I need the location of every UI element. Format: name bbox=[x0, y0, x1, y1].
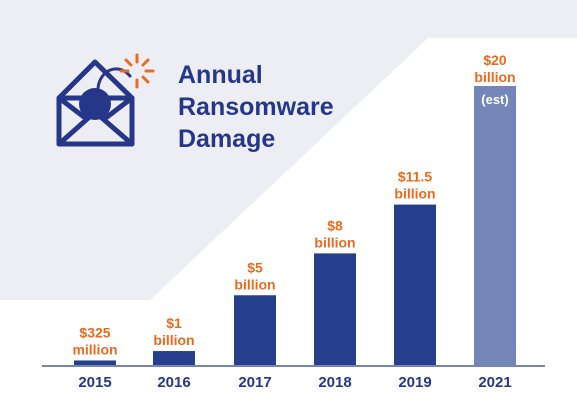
value-label-2018: $8 bbox=[327, 217, 343, 233]
x-tick-2018: 2018 bbox=[318, 374, 351, 391]
value-label-2017: billion bbox=[234, 276, 275, 292]
value-label-2016: $1 bbox=[166, 315, 182, 331]
value-label-2015: $325 bbox=[79, 324, 110, 340]
x-tick-2019: 2019 bbox=[398, 374, 431, 391]
title-line-1: Annual bbox=[178, 61, 263, 89]
value-label-2019: billion bbox=[394, 186, 435, 202]
value-label-2016: billion bbox=[153, 332, 194, 348]
bar-2017 bbox=[234, 295, 276, 365]
estimate-note: (est) bbox=[481, 92, 508, 107]
title-line-2: Ransomware bbox=[178, 93, 334, 121]
x-tick-2021: 2021 bbox=[478, 374, 511, 391]
value-label-2021: $20 bbox=[483, 52, 507, 68]
bar-2018 bbox=[314, 253, 356, 365]
x-tick-2017: 2017 bbox=[238, 374, 271, 391]
value-label-2015: million bbox=[72, 341, 117, 357]
value-label-2018: billion bbox=[314, 234, 355, 250]
x-tick-2015: 2015 bbox=[78, 374, 111, 391]
envelope-bomb-icon bbox=[56, 53, 155, 147]
chart-title: Annual Ransomware Damage bbox=[178, 61, 334, 153]
bar-2019 bbox=[394, 204, 436, 365]
title-line-3: Damage bbox=[178, 125, 275, 153]
background-band bbox=[0, 0, 577, 300]
value-labels: $325million$1billion$5billion$8billion$1… bbox=[72, 52, 515, 357]
bar-2015 bbox=[74, 360, 116, 365]
bar-2016 bbox=[153, 351, 195, 365]
value-label-2021: billion bbox=[474, 69, 515, 85]
value-label-2017: $5 bbox=[247, 259, 263, 275]
bars bbox=[74, 86, 516, 365]
x-tick-labels: 2015 2016 2017 2018 2019 2021 bbox=[78, 374, 511, 391]
bar-2021 bbox=[474, 86, 516, 365]
x-tick-2016: 2016 bbox=[157, 374, 190, 391]
value-label-2019: $11.5 bbox=[398, 169, 432, 185]
